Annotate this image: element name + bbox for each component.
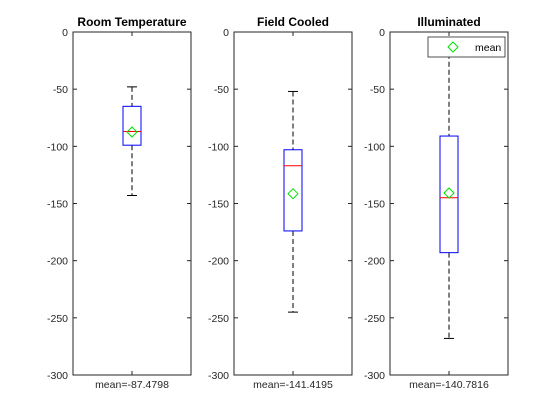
y-tick-label: -250: [47, 313, 68, 325]
x-tick-label: mean=-141.4195: [253, 379, 333, 391]
legend-label: mean: [475, 42, 501, 54]
y-tick-label: -150: [364, 199, 385, 211]
y-tick-label: 0: [223, 27, 229, 39]
subplot-title: Room Temperature: [77, 15, 186, 29]
mean-marker: [287, 187, 299, 200]
y-tick-label: -50: [53, 84, 68, 96]
iqr-box: [122, 105, 142, 146]
y-tick-label: -150: [47, 199, 68, 211]
y-tick-label: -300: [208, 370, 229, 382]
y-tick-label: -200: [364, 256, 385, 268]
subplot-title: Illuminated: [417, 15, 480, 29]
y-tick-label: -150: [208, 199, 229, 211]
axes-frame: [233, 31, 353, 376]
mean-marker: [126, 126, 138, 138]
y-tick-label: -100: [47, 141, 68, 153]
mean-marker: [443, 187, 455, 199]
iqr-box: [439, 135, 459, 254]
subplot-2: Field Cooled 0 -50 -100 -150 -200 -250 -300 mean…: [208, 15, 353, 391]
subplot-1: Room Temperature 0 -50 -100 -150 -200 -250 -300…: [47, 15, 192, 391]
subplot-title: Field Cooled: [257, 15, 329, 29]
y-tick-label: -200: [208, 256, 229, 268]
y-tick-label: -300: [364, 370, 385, 382]
y-tick-label: -100: [364, 141, 385, 153]
y-tick-label: -300: [47, 370, 68, 382]
iqr-box: [283, 149, 303, 232]
legend-box: [427, 36, 506, 58]
axes-frame: [389, 31, 509, 376]
axes-frame: [72, 31, 192, 376]
legend-mean-marker: [447, 41, 459, 53]
x-tick-label: mean=-140.7816: [409, 379, 489, 391]
y-tick-label: -250: [208, 313, 229, 325]
subplot-3: Illuminated 0 -50 -100 -150 -200 -250 -300 mean=…: [364, 15, 509, 391]
y-tick-label: -200: [47, 256, 68, 268]
y-tick-label: 0: [379, 27, 385, 39]
y-tick-label: -250: [364, 313, 385, 325]
y-tick-label: -50: [370, 84, 385, 96]
y-tick-label: 0: [62, 27, 68, 39]
x-tick-label: mean=-87.4798: [95, 379, 169, 391]
y-tick-label: -100: [208, 141, 229, 153]
y-tick-label: -50: [214, 84, 229, 96]
subplot-panels: Room Temperature 0 -50 -100 -150 -200 -250 -300…: [47, 15, 509, 391]
